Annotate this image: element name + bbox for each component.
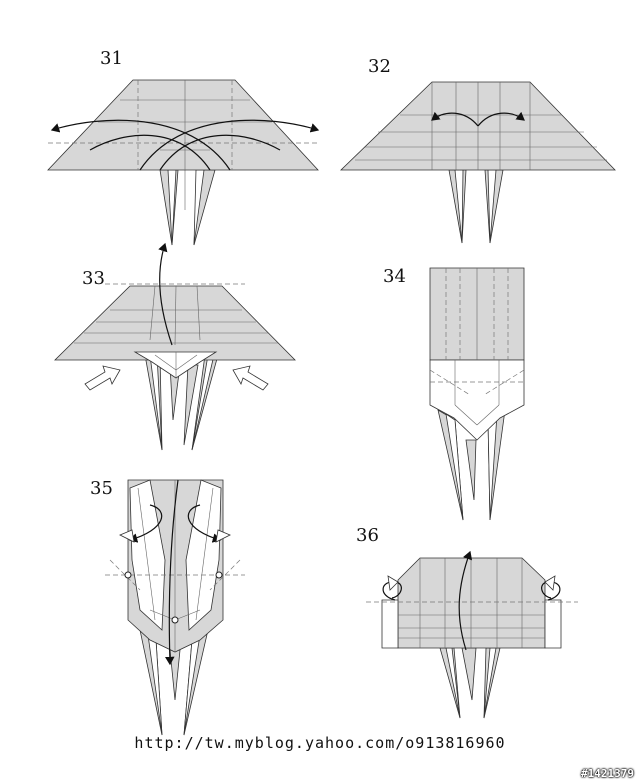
legs — [144, 354, 219, 451]
step-34: 34 — [383, 266, 525, 521]
legs — [159, 169, 216, 246]
step-number: 35 — [90, 478, 113, 499]
curl-arrows — [382, 575, 561, 601]
legs — [448, 169, 504, 244]
legs — [437, 409, 506, 521]
rectangular-body — [105, 479, 245, 653]
step-31: 31 — [47, 48, 320, 246]
fold-up-arrow — [458, 550, 473, 651]
step-number: 32 — [368, 56, 391, 77]
center-flap — [133, 351, 218, 379]
step-36: 36 — [356, 525, 578, 719]
step-number: 34 — [383, 266, 406, 287]
body-with-side-flaps — [366, 557, 578, 649]
hollow-arrows — [84, 365, 269, 391]
rotate-arrows — [119, 504, 231, 543]
trapezoid-body — [54, 285, 296, 361]
step-35: 35 — [90, 478, 245, 736]
legs — [439, 647, 501, 719]
source-url: http://tw.myblog.yahoo.com/o913816960 — [134, 734, 506, 752]
legs — [139, 629, 209, 736]
trapezoid-body — [47, 79, 319, 171]
watermark-id: #1421379 — [581, 767, 634, 780]
rectangular-body — [429, 267, 525, 441]
lift-arrow — [158, 242, 173, 346]
step-number: 33 — [82, 268, 105, 289]
down-arrow — [164, 479, 179, 666]
step-number: 36 — [356, 525, 379, 546]
step-33: 33 — [54, 242, 296, 451]
step-number: 31 — [100, 48, 123, 69]
fold-arrows — [50, 119, 320, 171]
fold-arrows — [431, 111, 525, 127]
step-32: 32 — [340, 56, 616, 244]
